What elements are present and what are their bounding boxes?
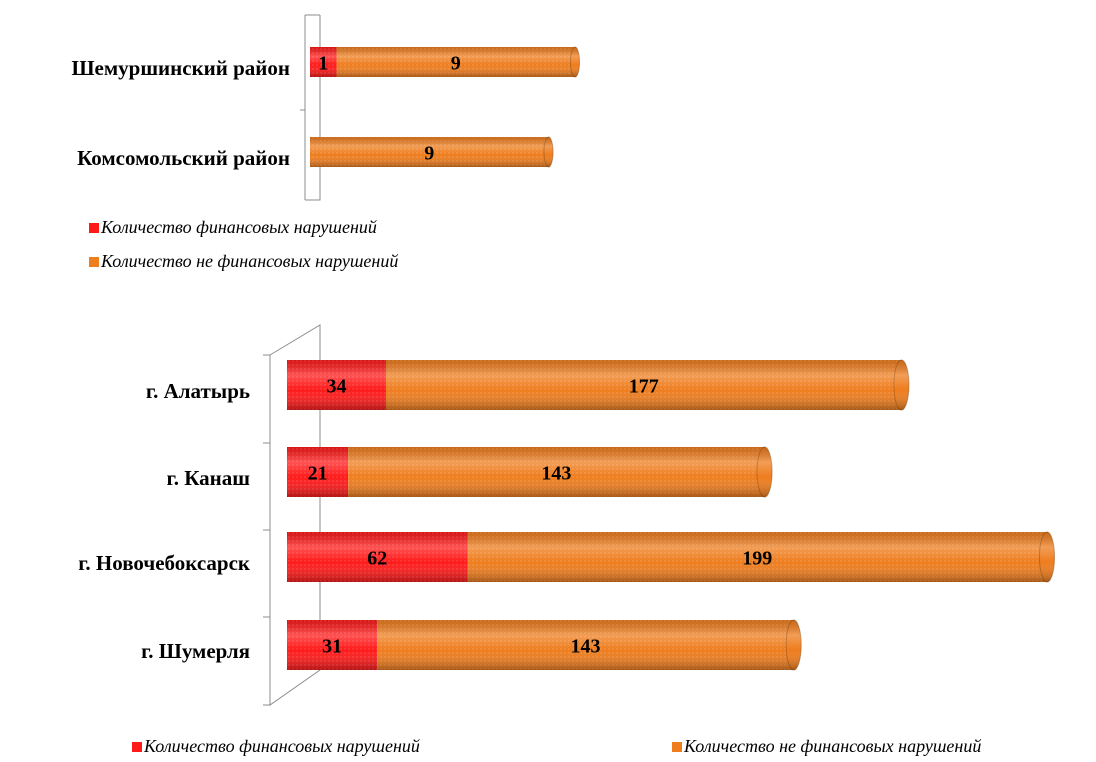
value-label: 9 (424, 143, 434, 165)
bar-shade (287, 447, 349, 497)
category-label: г. Канаш (167, 466, 251, 490)
value-label: 34 (327, 376, 347, 398)
bar-shade (386, 360, 902, 410)
bar-shade (336, 47, 575, 77)
category-label: г. Шумерля (141, 639, 250, 663)
value-label: 62 (367, 548, 387, 570)
legend-swatch (89, 257, 99, 267)
bar-cap-shade (570, 47, 580, 77)
bar-cap-shade (786, 620, 802, 670)
bar-shade (287, 620, 378, 670)
value-label: 177 (629, 376, 659, 398)
category-label: Комсомольский район (77, 146, 290, 170)
bar-shade (377, 620, 794, 670)
value-label: 1 (318, 53, 328, 75)
category-label: г. Новочебоксарск (78, 551, 251, 575)
category-label: г. Алатырь (146, 379, 250, 403)
category-label: Шемуршинский район (71, 56, 290, 80)
legend-label: Количество финансовых нарушений (143, 736, 420, 756)
frame-1 (300, 14, 321, 201)
bar-shade (287, 532, 468, 582)
value-label: 9 (451, 53, 461, 75)
value-label: 31 (322, 636, 342, 658)
bar-cap-shade (544, 137, 553, 167)
legend-swatch (672, 742, 682, 752)
value-label: 199 (742, 548, 772, 570)
bar-shade (467, 532, 1048, 582)
bar-shade (287, 360, 387, 410)
legend-label: Количество не финансовых нарушений (683, 736, 981, 756)
legend-label: Количество финансовых нарушений (100, 217, 377, 237)
legend-swatch (132, 742, 142, 752)
bar-shade (348, 447, 765, 497)
bar-cap-shade (1039, 532, 1055, 582)
bar-cap-shade (757, 447, 773, 497)
bar-shade (310, 137, 549, 167)
value-label: 143 (570, 636, 600, 658)
legend-swatch (89, 223, 99, 233)
legend-label: Количество не финансовых нарушений (100, 251, 398, 271)
bar-cap-shade (893, 360, 909, 410)
value-label: 21 (308, 463, 328, 485)
value-label: 143 (541, 463, 571, 485)
bar-shade (310, 47, 337, 77)
